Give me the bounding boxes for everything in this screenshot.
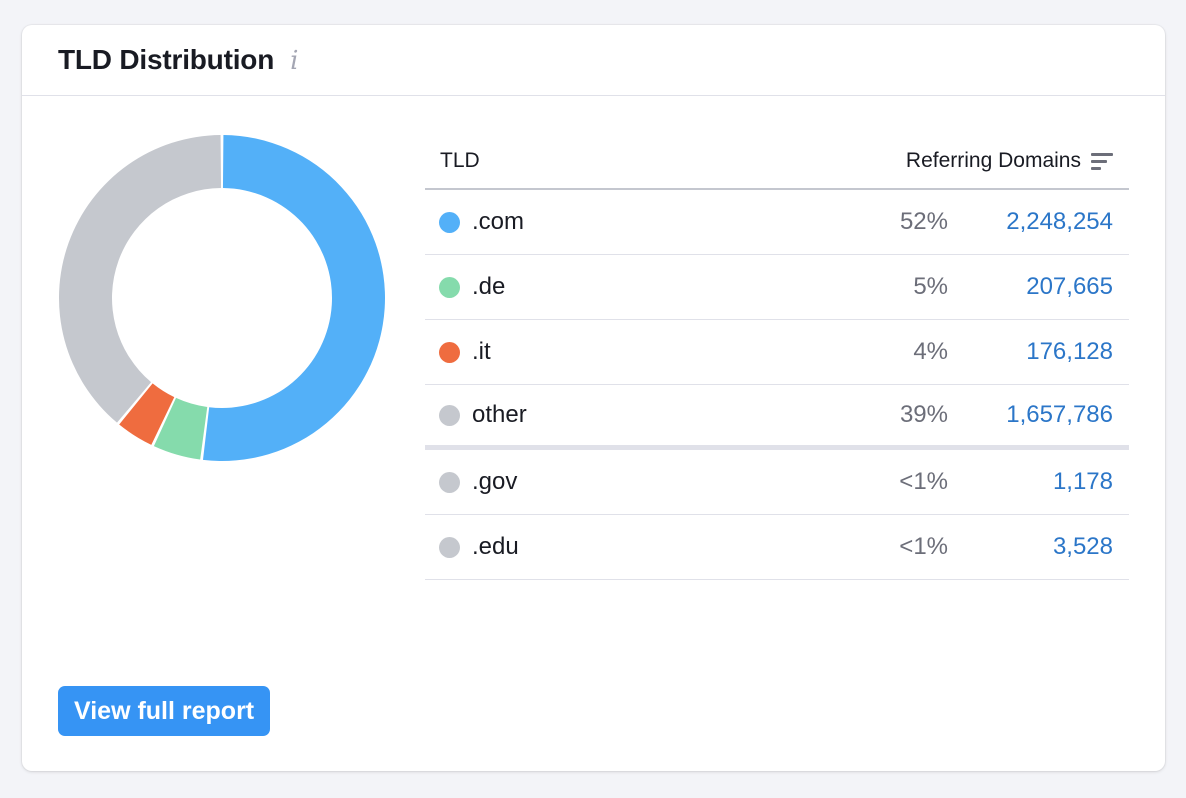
table-row: .it 4% 176,128 — [425, 320, 1129, 385]
donut-chart — [58, 135, 386, 462]
column-header-label: Referring Domains — [905, 148, 1081, 172]
referring-domains-link[interactable]: 1,657,786 — [1006, 401, 1113, 428]
referring-domains-link[interactable]: 176,128 — [1026, 338, 1113, 365]
tld-table: TLD Referring Domains .com 52% 2,248,254 .d… — [425, 133, 1129, 580]
tld-distribution-card: TLD Distribution i TLD Referring Domains… — [22, 25, 1165, 771]
view-full-report-button[interactable]: View full report — [58, 686, 271, 736]
legend-dot — [439, 404, 460, 426]
donut-slice-it[interactable] — [119, 383, 175, 445]
column-header-referring-domains[interactable]: Referring Domains — [906, 149, 1113, 173]
table-header: TLD Referring Domains — [425, 133, 1129, 190]
tld-label: .it — [472, 338, 491, 365]
tld-label: .edu — [472, 533, 519, 560]
legend-dot — [439, 341, 460, 363]
table-row: .com 52% 2,248,254 — [425, 190, 1129, 255]
sort-icon[interactable] — [1091, 152, 1113, 170]
legend-dot — [439, 211, 460, 233]
tld-label: .de — [472, 273, 506, 300]
info-icon[interactable]: i — [290, 46, 299, 76]
donut-slice-com[interactable] — [202, 135, 386, 462]
referring-domains-link[interactable]: 207,665 — [1026, 273, 1113, 300]
tld-percent: 39% — [899, 401, 948, 428]
donut-slice-other[interactable] — [58, 135, 222, 423]
tld-percent: <1% — [899, 468, 948, 495]
table-row: other 39% 1,657,786 — [425, 385, 1129, 450]
referring-domains-link[interactable]: 3,528 — [1052, 533, 1113, 560]
tld-percent: 52% — [899, 208, 948, 235]
tld-percent: 4% — [913, 338, 948, 365]
legend-dot — [439, 471, 460, 493]
tld-percent: 5% — [913, 273, 948, 300]
legend-dot — [439, 536, 460, 558]
tld-label: other — [472, 401, 527, 428]
table-row: .edu <1% 3,528 — [425, 515, 1129, 580]
referring-domains-link[interactable]: 2,248,254 — [1006, 208, 1113, 235]
column-header-tld: TLD — [440, 148, 480, 172]
legend-dot — [439, 276, 460, 298]
tld-percent: <1% — [899, 533, 948, 560]
card-header: TLD Distribution i — [22, 25, 1165, 96]
tld-label: .gov — [472, 468, 518, 495]
referring-domains-link[interactable]: 1,178 — [1052, 468, 1113, 495]
table-row: .gov <1% 1,178 — [425, 450, 1129, 515]
tld-label: .com — [472, 208, 525, 235]
table-row: .de 5% 207,665 — [425, 255, 1129, 320]
donut-slice-de[interactable] — [153, 397, 208, 460]
card-title: TLD Distribution — [58, 44, 275, 75]
